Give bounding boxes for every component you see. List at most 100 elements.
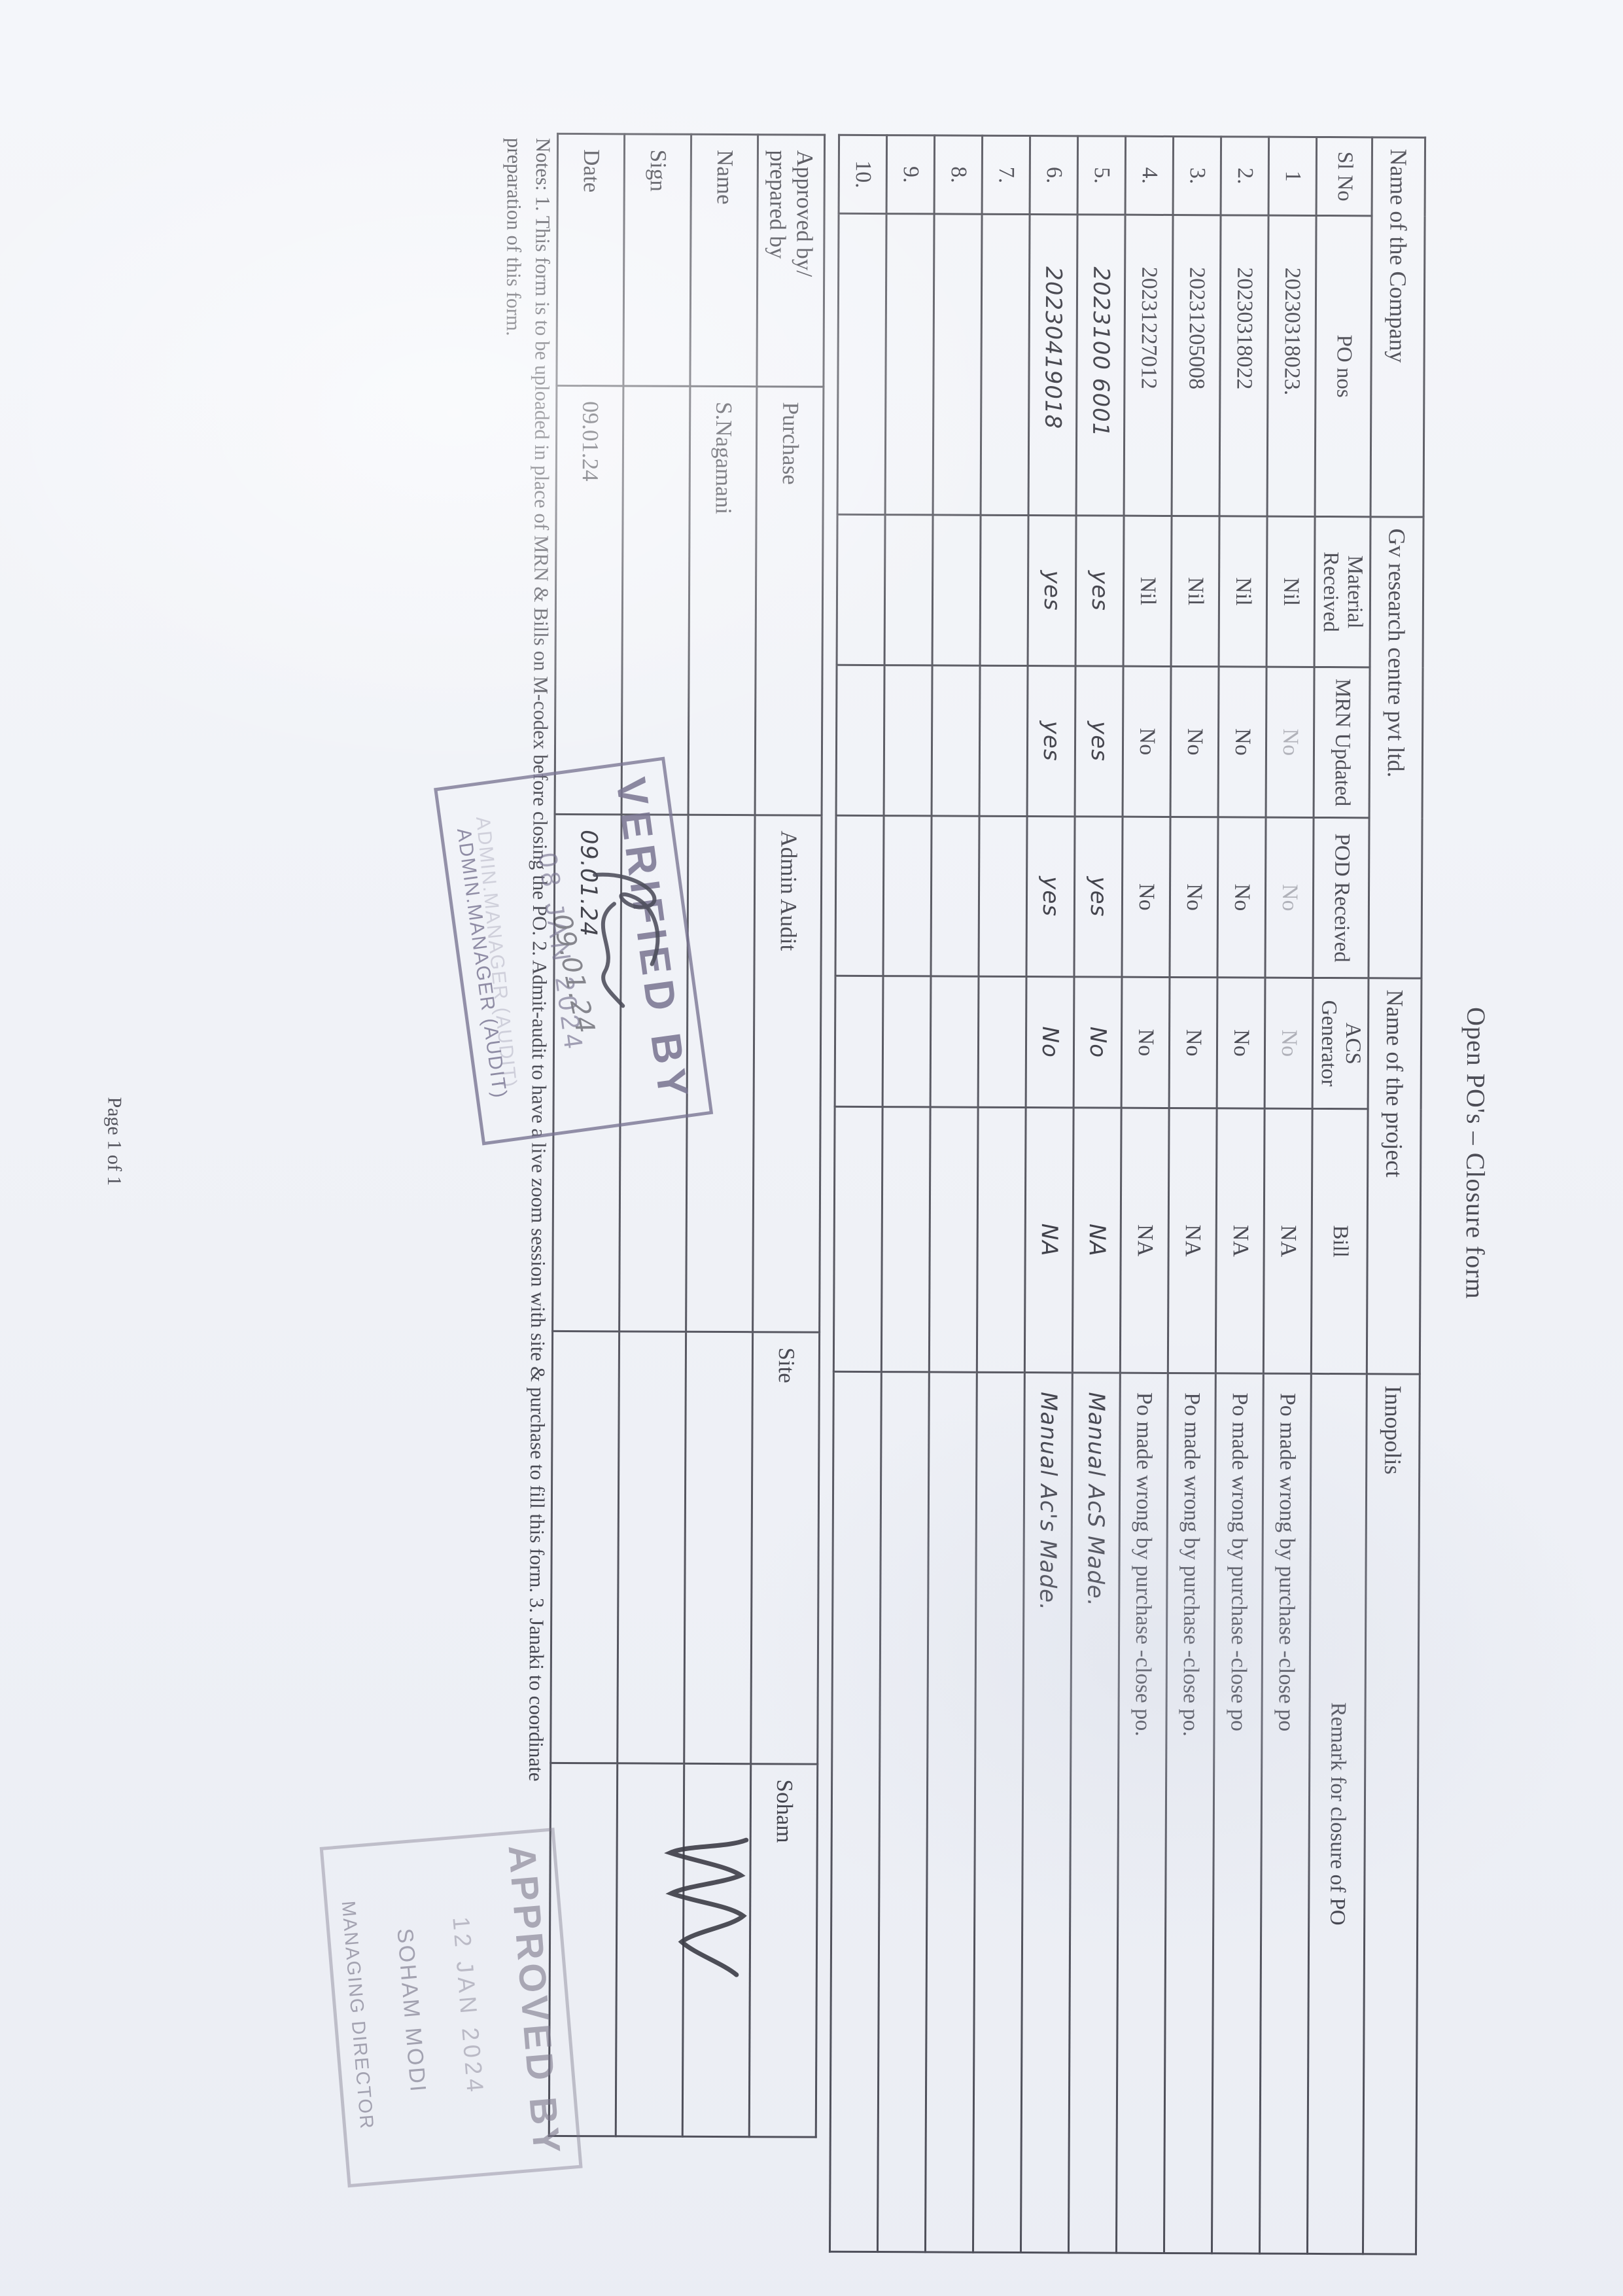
cell-mrn bbox=[979, 665, 1028, 817]
company-name: Gv research centre pvt ltd. bbox=[1368, 516, 1424, 979]
cell-remark-handwritten: Manual Ac's Made. bbox=[1021, 1372, 1073, 2253]
cell-po-handwritten: 2023100 6001 bbox=[1076, 214, 1126, 516]
cell-po: 20230318023. bbox=[1267, 215, 1317, 517]
cell-material bbox=[980, 515, 1029, 666]
column-purchase: Purchase bbox=[755, 386, 824, 816]
cell-mrn: No bbox=[1218, 666, 1267, 818]
cell-material: Nil bbox=[1171, 516, 1220, 667]
cell-bill: NA bbox=[1168, 1108, 1217, 1373]
cell-acs bbox=[930, 976, 979, 1108]
approved-stamp-title: APPROVED BY bbox=[500, 1843, 568, 2159]
cell-pod bbox=[835, 815, 884, 976]
date-purchase: 09.01.24 bbox=[555, 385, 623, 815]
cell-sl: 8. bbox=[934, 135, 983, 215]
approved-by-stamp: APPROVED BY 12 JAN 2024 SOHAM MODI MANAG… bbox=[319, 1828, 583, 2188]
approved-by-label: Approved by/ prepared by bbox=[756, 134, 825, 387]
cell-acs bbox=[835, 976, 884, 1107]
cell-sl: 3. bbox=[1173, 136, 1221, 215]
cell-acs-handwritten: No bbox=[1073, 976, 1123, 1108]
po-row-4: 4. 20231227012 Nil No No No NA Po made w… bbox=[1116, 136, 1174, 2253]
cell-pod bbox=[979, 816, 1028, 977]
cell-sl: 9. bbox=[886, 135, 935, 214]
verified-stamp-designation: ADMIN.MANAGER (AUDIT) ADMIN.MANAGER (AUD… bbox=[452, 815, 521, 1101]
cell-pod-handwritten: yes bbox=[1074, 816, 1123, 978]
sign-purchase bbox=[621, 385, 690, 815]
col-header-remark: Remark for closure of PO bbox=[1307, 1373, 1367, 2254]
po-row-7: 7. bbox=[973, 135, 1030, 2253]
col-header-sl-no: Sl No bbox=[1316, 137, 1372, 216]
cell-sl: 2. bbox=[1221, 136, 1269, 216]
cell-po bbox=[933, 213, 983, 516]
company-row: Name of the Company Gv research centre p… bbox=[1363, 137, 1425, 2255]
admin-manager-signature bbox=[593, 872, 660, 1008]
column-site: Site bbox=[750, 1332, 820, 1765]
po-row-9: 9. bbox=[877, 135, 935, 2252]
cell-acs: No bbox=[1169, 977, 1218, 1108]
approved-stamp-name: SOHAM MODI bbox=[392, 1927, 431, 2094]
column-admin-audit: Admin Audit bbox=[752, 815, 822, 1333]
cell-acs-handwritten: No bbox=[1026, 976, 1075, 1108]
cell-material bbox=[884, 514, 934, 665]
cell-acs: No bbox=[1217, 977, 1266, 1109]
cell-po bbox=[885, 213, 935, 515]
cell-remark bbox=[973, 1372, 1025, 2253]
cell-bill bbox=[881, 1106, 931, 1372]
po-row-10: 10. bbox=[829, 135, 887, 2252]
date-label: Date bbox=[556, 133, 625, 386]
cell-sl: 1 bbox=[1268, 137, 1317, 216]
cell-pod bbox=[883, 815, 932, 976]
cell-acs bbox=[978, 976, 1027, 1108]
po-row-5: 5. 2023100 6001 yes yes yes No NA Manual… bbox=[1068, 135, 1126, 2253]
cell-po: 20230318022 bbox=[1219, 215, 1269, 517]
project-label: Name of the project bbox=[1367, 978, 1422, 1375]
cell-material: Nil bbox=[1219, 516, 1268, 667]
cell-po bbox=[981, 214, 1030, 516]
po-row-8: 8. bbox=[925, 135, 983, 2253]
cell-mrn: No bbox=[1266, 667, 1315, 818]
name-site bbox=[684, 1332, 753, 1764]
cell-remark: Po made wrong by purchase -close po. bbox=[1164, 1373, 1216, 2253]
date-site bbox=[550, 1331, 620, 1763]
page-number: Page 1 of 1 bbox=[103, 1097, 126, 1186]
cell-sl: 5. bbox=[1077, 135, 1126, 215]
col-header-material-received: Material Received bbox=[1314, 516, 1371, 667]
header-row: Sl No PO nos Material Received MRN Updat… bbox=[1307, 137, 1372, 2254]
cell-acs bbox=[882, 976, 932, 1107]
cell-po-handwritten: 20230419018 bbox=[1028, 214, 1078, 516]
cell-pod: No bbox=[1265, 817, 1314, 978]
sign-label: Sign bbox=[623, 133, 691, 387]
cell-bill-handwritten: NA bbox=[1024, 1107, 1074, 1373]
cell-bill: NA bbox=[1120, 1108, 1170, 1373]
cell-remark bbox=[829, 1371, 882, 2252]
cell-remark bbox=[877, 1371, 930, 2252]
cell-pod: No bbox=[1217, 817, 1266, 978]
po-row-6: 6. 20230419018 yes yes yes No NA Manual … bbox=[1021, 135, 1078, 2253]
signoff-date-row: Date 09.01.24 09.01.24 bbox=[549, 133, 625, 2136]
col-header-po-nos: PO nos bbox=[1315, 215, 1372, 517]
cell-bill bbox=[929, 1106, 979, 1373]
cell-mrn bbox=[932, 665, 981, 817]
company-label: Name of the Company bbox=[1370, 137, 1425, 518]
sign-site bbox=[617, 1331, 686, 1764]
project-name: Innopolis bbox=[1363, 1373, 1420, 2255]
cell-mrn-handwritten: yes bbox=[1075, 665, 1124, 817]
cell-remark: Po made wrong by purchase -close po bbox=[1212, 1373, 1264, 2254]
cell-remark: Po made wrong by purchase -close po bbox=[1259, 1373, 1312, 2254]
cell-material: Nil bbox=[1123, 516, 1172, 667]
cell-remark-handwritten: Manual AcS Made. bbox=[1068, 1372, 1121, 2253]
cell-po: 20231205008 bbox=[1172, 215, 1221, 516]
cell-sl: 7. bbox=[982, 135, 1030, 215]
cell-pod: No bbox=[1122, 817, 1171, 978]
form-title: Open PO's – Closure form bbox=[1460, 1006, 1492, 1299]
cell-po: 20231227012 bbox=[1124, 215, 1174, 516]
cell-material-handwritten: yes bbox=[1075, 515, 1125, 667]
name-label: Name bbox=[689, 134, 758, 387]
cell-acs: No bbox=[1121, 977, 1170, 1108]
cell-sl: 10. bbox=[839, 135, 887, 214]
col-header-acs-generator: ACS Generator bbox=[1312, 978, 1369, 1109]
col-header-bill: Bill bbox=[1311, 1108, 1369, 1374]
cell-bill: NA bbox=[1215, 1108, 1265, 1374]
cell-pod bbox=[931, 815, 980, 977]
